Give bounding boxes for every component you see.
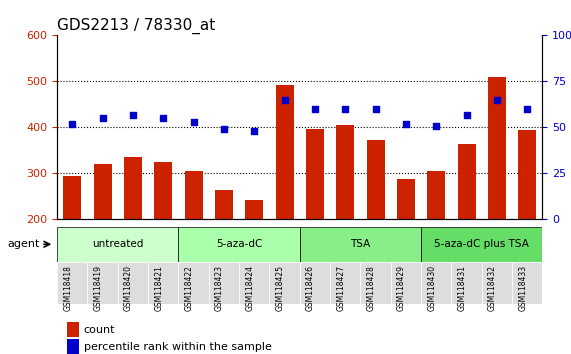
Point — [492, 97, 501, 103]
Bar — [124, 157, 142, 312]
Text: agent: agent — [7, 239, 40, 249]
Bar — [94, 164, 112, 312]
Bar — [427, 171, 445, 312]
Bar — [336, 125, 355, 312]
Text: GSM118430: GSM118430 — [427, 266, 436, 312]
Bar — [275, 85, 293, 312]
Point — [311, 106, 320, 112]
Text: 5-aza-dC: 5-aza-dC — [216, 239, 262, 249]
Text: GDS2213 / 78330_at: GDS2213 / 78330_at — [57, 18, 215, 34]
FancyBboxPatch shape — [87, 262, 118, 304]
Bar — [306, 129, 324, 312]
Point — [462, 112, 471, 118]
FancyBboxPatch shape — [270, 262, 300, 304]
FancyBboxPatch shape — [209, 262, 239, 304]
FancyBboxPatch shape — [512, 262, 542, 304]
Point — [68, 121, 77, 127]
Bar — [67, 339, 79, 354]
FancyBboxPatch shape — [300, 227, 421, 262]
Point — [341, 106, 350, 112]
Text: GSM118433: GSM118433 — [518, 266, 527, 312]
Bar — [215, 189, 233, 312]
Text: GSM118427: GSM118427 — [336, 266, 345, 312]
FancyBboxPatch shape — [452, 262, 482, 304]
Bar — [184, 171, 203, 312]
Bar — [518, 130, 536, 312]
Point — [219, 126, 228, 132]
FancyBboxPatch shape — [239, 262, 270, 304]
FancyBboxPatch shape — [421, 227, 542, 262]
FancyBboxPatch shape — [482, 262, 512, 304]
FancyBboxPatch shape — [118, 262, 148, 304]
Text: GSM118428: GSM118428 — [367, 266, 376, 311]
FancyBboxPatch shape — [57, 227, 178, 262]
Text: GSM118418: GSM118418 — [63, 266, 73, 311]
Point — [522, 106, 532, 112]
Point — [432, 123, 441, 129]
Text: GSM118425: GSM118425 — [276, 266, 284, 312]
Bar — [457, 143, 476, 312]
FancyBboxPatch shape — [360, 262, 391, 304]
FancyBboxPatch shape — [178, 262, 209, 304]
Point — [159, 115, 168, 121]
Text: GSM118432: GSM118432 — [488, 266, 497, 312]
Text: TSA: TSA — [351, 239, 371, 249]
Point — [280, 97, 289, 103]
FancyBboxPatch shape — [330, 262, 360, 304]
FancyBboxPatch shape — [421, 262, 452, 304]
Bar — [67, 322, 79, 337]
Text: GSM118422: GSM118422 — [184, 266, 194, 311]
FancyBboxPatch shape — [178, 227, 300, 262]
Text: GSM118431: GSM118431 — [457, 266, 467, 312]
FancyBboxPatch shape — [148, 262, 178, 304]
Bar — [245, 200, 263, 312]
Text: GSM118421: GSM118421 — [154, 266, 163, 311]
Text: percentile rank within the sample: percentile rank within the sample — [84, 342, 272, 352]
Text: count: count — [84, 325, 115, 335]
Text: untreated: untreated — [92, 239, 143, 249]
Point — [128, 112, 138, 118]
FancyBboxPatch shape — [57, 262, 87, 304]
Text: GSM118429: GSM118429 — [397, 266, 406, 312]
FancyBboxPatch shape — [391, 262, 421, 304]
Point — [371, 106, 380, 112]
Point — [401, 121, 411, 127]
FancyBboxPatch shape — [300, 262, 330, 304]
Text: GSM118424: GSM118424 — [246, 266, 254, 312]
Point — [250, 128, 259, 134]
Point — [98, 115, 107, 121]
Bar — [367, 140, 385, 312]
Text: GSM118419: GSM118419 — [94, 266, 103, 312]
Point — [189, 119, 198, 125]
Text: GSM118420: GSM118420 — [124, 266, 133, 312]
Text: GSM118423: GSM118423 — [215, 266, 224, 312]
Text: 5-aza-dC plus TSA: 5-aza-dC plus TSA — [435, 239, 529, 249]
Text: GSM118426: GSM118426 — [306, 266, 315, 312]
Bar — [63, 176, 82, 312]
Bar — [397, 179, 415, 312]
Bar — [488, 77, 506, 312]
Bar — [154, 162, 172, 312]
